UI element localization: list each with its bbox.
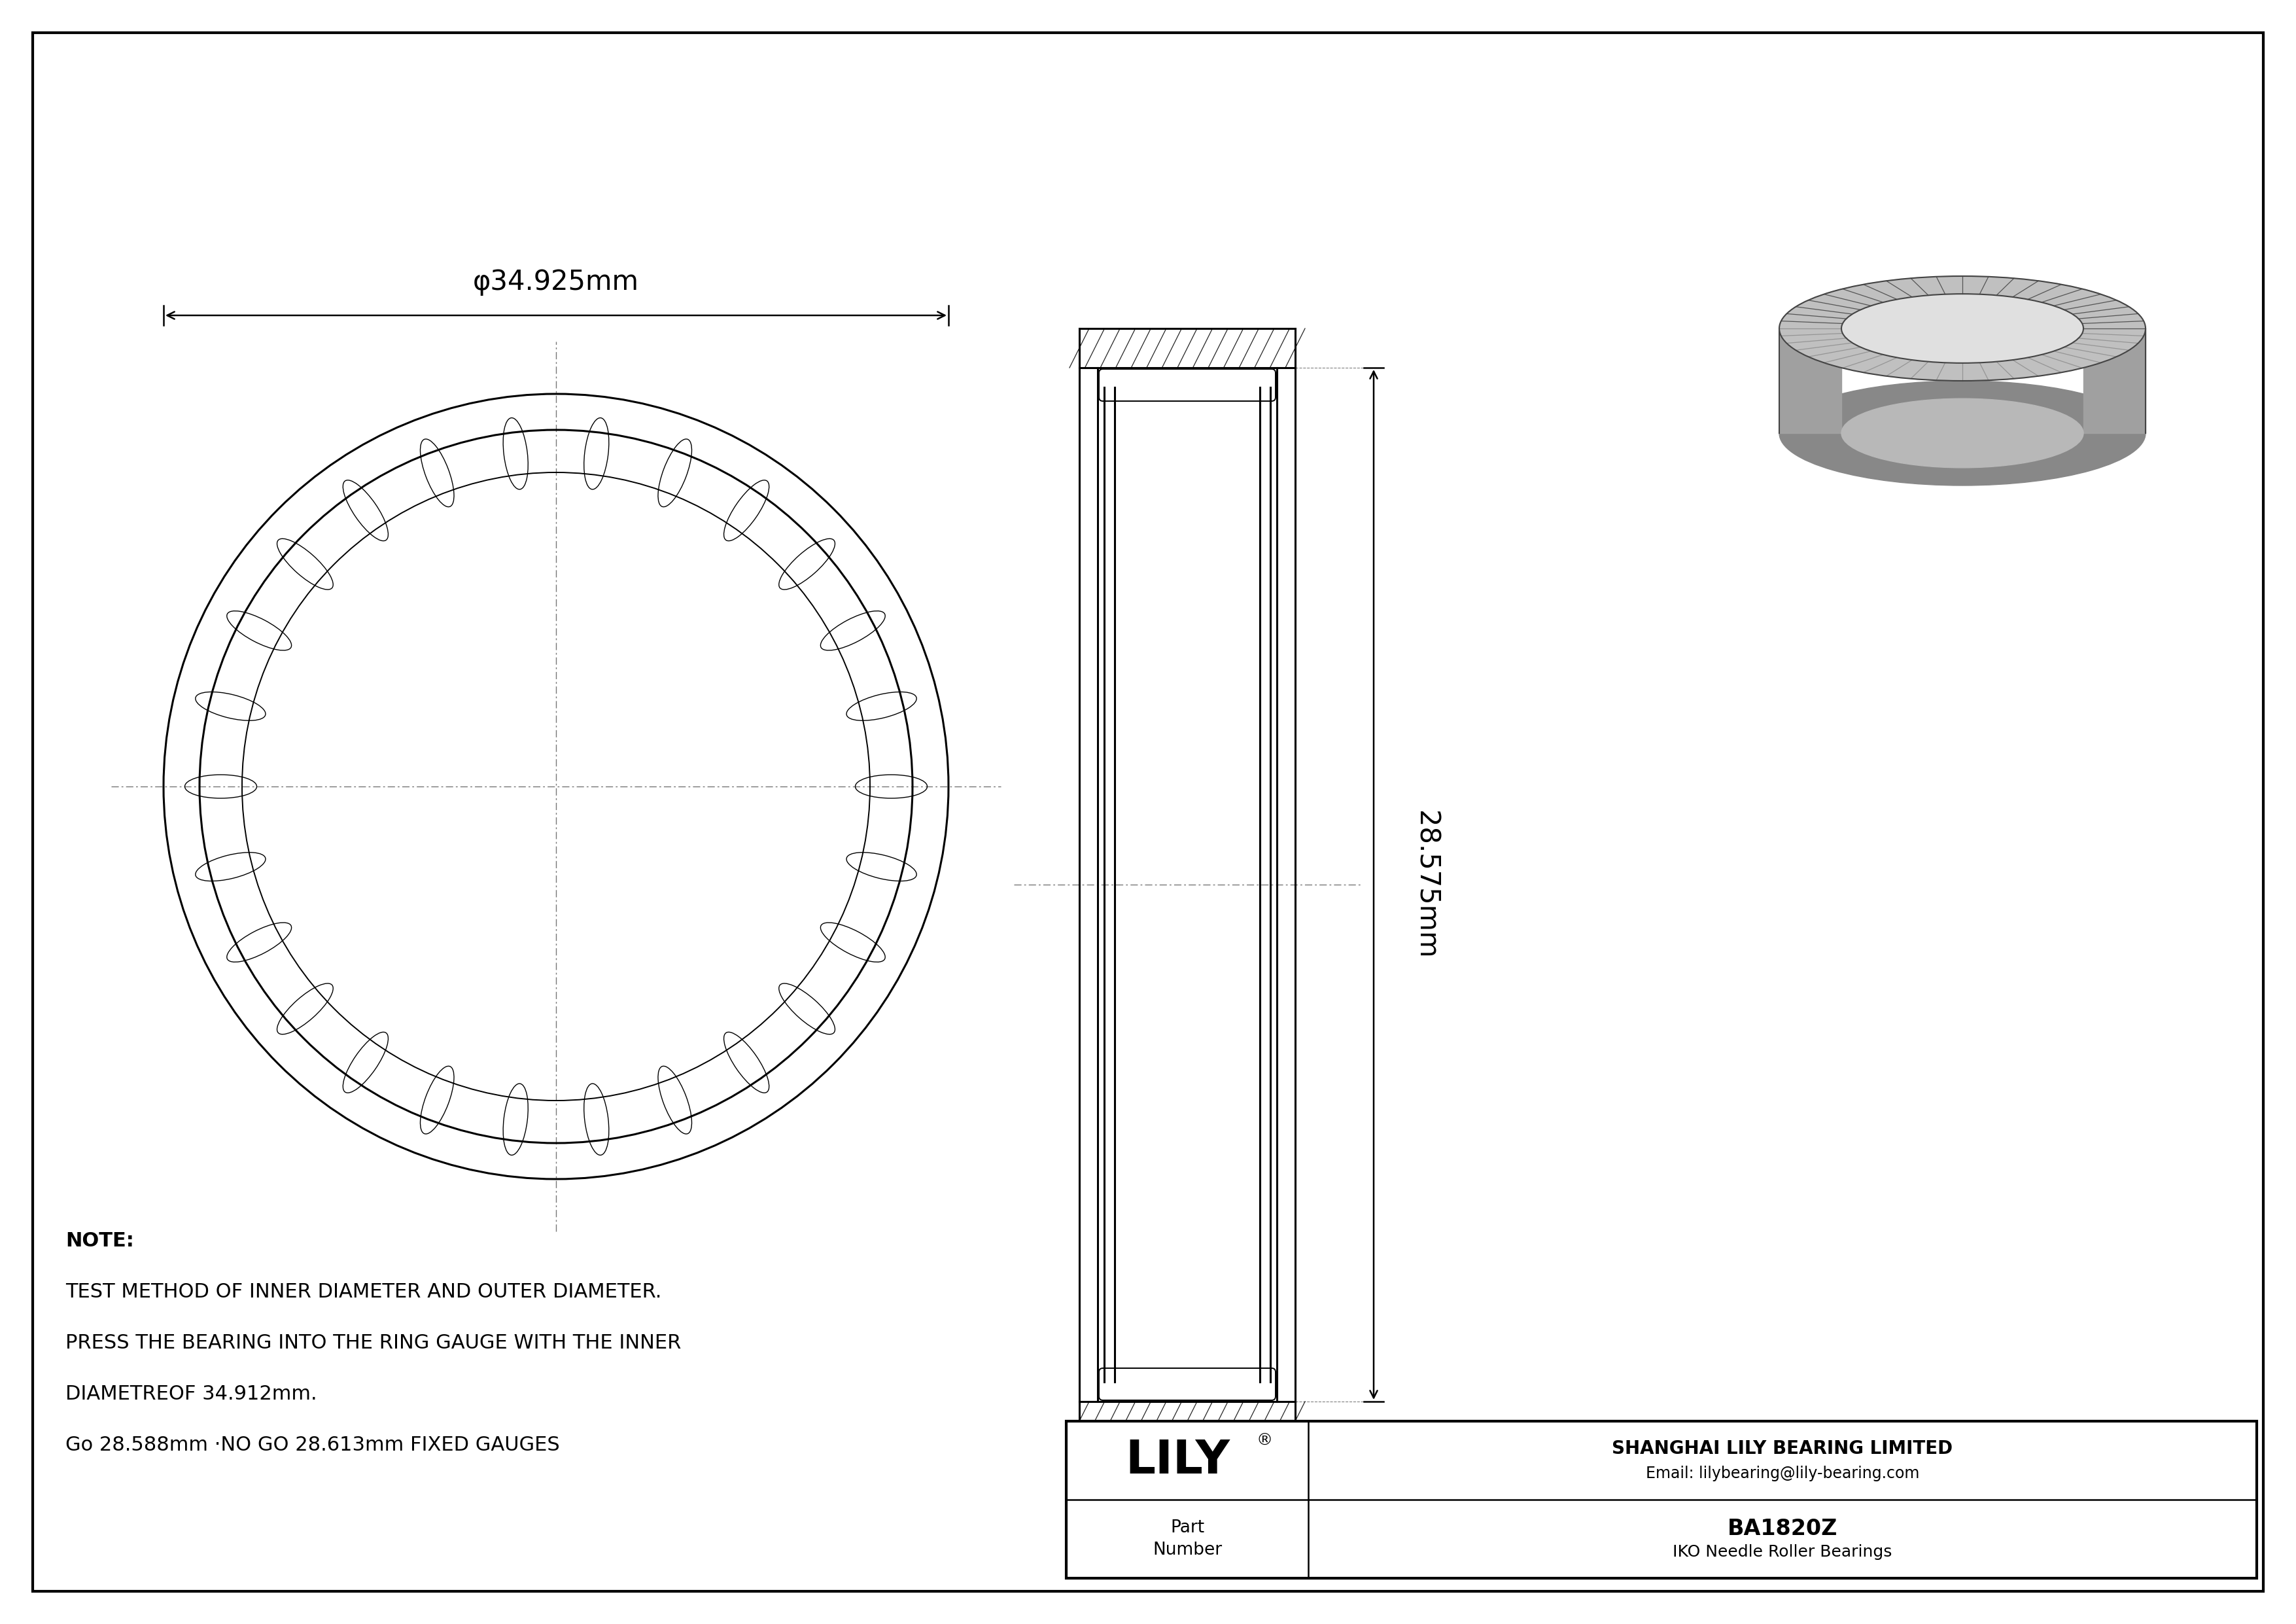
Text: BA1820Z: BA1820Z	[1727, 1518, 1837, 1540]
Text: ®: ®	[1256, 1432, 1272, 1449]
Text: NOTE:: NOTE:	[64, 1231, 133, 1250]
Text: LILY: LILY	[1125, 1437, 1231, 1483]
Text: PRESS THE BEARING INTO THE RING GAUGE WITH THE INNER: PRESS THE BEARING INTO THE RING GAUGE WI…	[64, 1333, 682, 1353]
Text: Email: lilybearing@lily-bearing.com: Email: lilybearing@lily-bearing.com	[1646, 1465, 1919, 1481]
Text: 28.575mm: 28.575mm	[1412, 810, 1440, 958]
Text: 31.75mm: 31.75mm	[1123, 1527, 1254, 1553]
Ellipse shape	[1779, 380, 2144, 486]
Text: Go 28.588mm ·NO GO 28.613mm FIXED GAUGES: Go 28.588mm ·NO GO 28.613mm FIXED GAUGES	[64, 1436, 560, 1455]
Bar	[1065, 1421, 2257, 1579]
Text: SHANGHAI LILY BEARING LIMITED: SHANGHAI LILY BEARING LIMITED	[1612, 1439, 1954, 1458]
Polygon shape	[2082, 328, 2144, 434]
Ellipse shape	[1841, 294, 2082, 364]
Text: Part
Number: Part Number	[1153, 1520, 1221, 1559]
Polygon shape	[1779, 328, 1841, 434]
Ellipse shape	[1841, 398, 2082, 468]
Ellipse shape	[1779, 276, 2144, 380]
Text: φ34.925mm: φ34.925mm	[473, 268, 638, 296]
Text: DIAMETREOF 34.912mm.: DIAMETREOF 34.912mm.	[64, 1385, 317, 1403]
Text: IKO Needle Roller Bearings: IKO Needle Roller Bearings	[1674, 1544, 1892, 1561]
Text: TEST METHOD OF INNER DIAMETER AND OUTER DIAMETER.: TEST METHOD OF INNER DIAMETER AND OUTER …	[64, 1283, 661, 1301]
